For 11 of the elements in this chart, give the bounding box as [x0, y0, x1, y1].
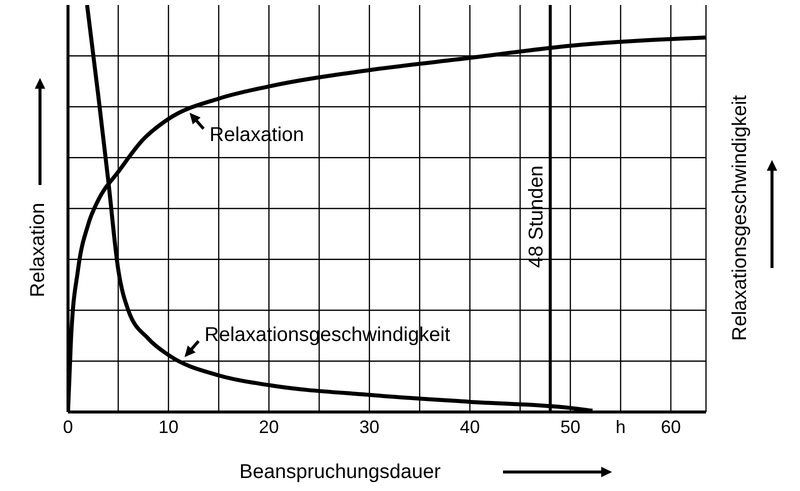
x-tick-label: 10: [158, 416, 178, 437]
x-tick-label: 20: [258, 416, 279, 437]
x-tick-label: 30: [359, 416, 380, 437]
x-tick-label: 40: [460, 416, 480, 437]
x-tick-label: h: [616, 416, 626, 437]
x-tick-label: 60: [660, 416, 681, 437]
y2-axis-title: Relaxationsgeschwindigkeit: [729, 94, 751, 341]
x-tick-label: 0: [62, 416, 74, 437]
x-axis-title: Beanspruchungsdauer: [239, 461, 441, 483]
y-axis-title: Relaxation: [27, 202, 49, 298]
x-tick-label: 50: [560, 416, 580, 437]
